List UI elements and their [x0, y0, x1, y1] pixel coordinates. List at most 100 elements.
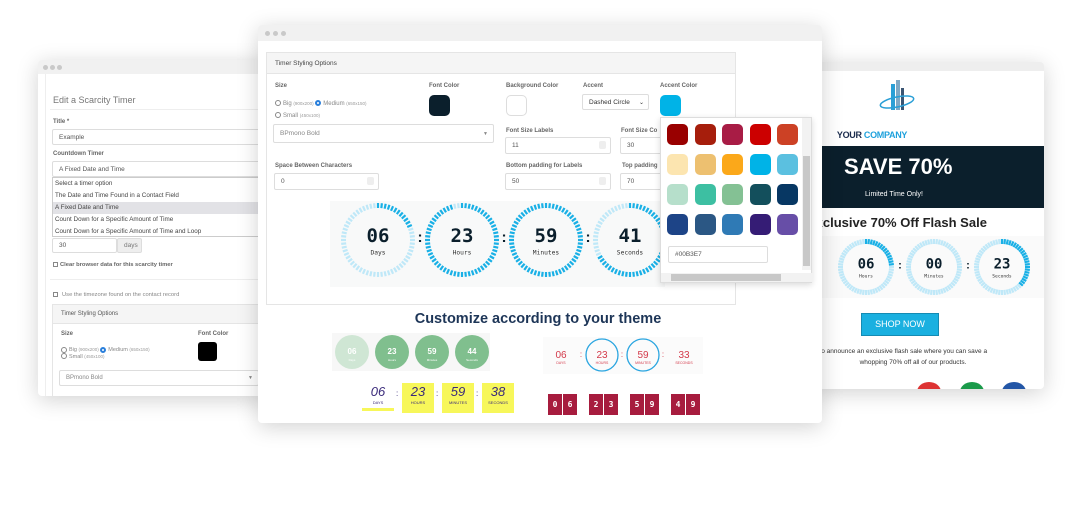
palette-swatch[interactable]: [749, 184, 771, 205]
countdown-label: Countdown Timer: [53, 151, 104, 157]
hex-input[interactable]: #00B3E7: [668, 246, 768, 263]
size-medium-radio[interactable]: [315, 100, 322, 107]
vertical-scrollbar[interactable]: [802, 118, 811, 270]
palette-swatch[interactable]: [777, 124, 798, 145]
ring-tick: [345, 220, 351, 225]
size-small-radio[interactable]: [61, 353, 67, 360]
ring-tick: [467, 271, 471, 277]
shop-now-button[interactable]: SHOP NOW: [861, 313, 939, 336]
palette-swatch[interactable]: [694, 184, 716, 205]
dropdown-option[interactable]: Select a timer option: [55, 180, 113, 187]
ring-tick: [566, 263, 572, 269]
ring-tick: [944, 286, 949, 292]
ring-tick: [948, 283, 954, 289]
palette-swatch[interactable]: [749, 154, 771, 175]
font-color-swatch[interactable]: [198, 342, 217, 361]
ring-tick: [342, 227, 348, 232]
countdown-select[interactable]: A Fixed Date and Time: [52, 161, 270, 177]
ring-tick: [1010, 240, 1015, 247]
ring-tick: [977, 252, 983, 257]
accent-color-swatch[interactable]: [660, 95, 681, 116]
dropdown-option[interactable]: Count Down for a Specific Amount of Time: [55, 216, 174, 223]
flip-digit: 6: [563, 394, 577, 415]
ring-tick: [940, 288, 944, 294]
colon-separator: :: [662, 350, 664, 359]
ring-tick: [942, 240, 947, 247]
ring-tick: [566, 211, 572, 217]
dropdown-option[interactable]: The Date and Time Found in a Contact Fie…: [55, 192, 179, 199]
ring-tick: [383, 271, 387, 277]
big-label: Big: [69, 347, 77, 354]
stepper-icon[interactable]: [599, 177, 606, 185]
palette-swatch[interactable]: [694, 124, 716, 145]
title-input[interactable]: Example: [52, 129, 270, 145]
palette-swatch[interactable]: [667, 154, 688, 175]
ring-tick: [492, 248, 498, 253]
ring-tick: [482, 263, 488, 269]
timer-label: Days: [370, 249, 385, 256]
ring-tick: [523, 265, 529, 271]
timer-value: 23: [410, 384, 426, 399]
ring-tick: [477, 207, 482, 213]
dropdown-option[interactable]: Count Down for a Specific Amount of Time…: [55, 228, 202, 235]
timer-value: 33: [678, 350, 690, 361]
palette-swatch[interactable]: [777, 154, 798, 175]
font-select[interactable]: BPmono Bold ▼: [273, 124, 494, 143]
ring-tick: [919, 242, 924, 248]
ring-tick: [883, 279, 890, 285]
ring-tick: [632, 271, 635, 277]
palette-swatch[interactable]: [749, 124, 771, 145]
stepper-icon[interactable]: [367, 177, 374, 185]
horizontal-scrollbar[interactable]: [661, 273, 813, 282]
palette-swatch[interactable]: [777, 184, 798, 205]
timer-label: Minutes: [427, 358, 438, 362]
space-input[interactable]: 0: [274, 173, 379, 190]
size-big-radio[interactable]: [61, 347, 67, 353]
palette-swatch[interactable]: [722, 184, 743, 205]
countdown-svg: 06 Hours: 00 Minutes: 23 Seconds: [838, 239, 1030, 295]
palette-swatch[interactable]: [667, 184, 688, 205]
size-medium-radio[interactable]: [100, 347, 107, 353]
size-big-radio[interactable]: [275, 100, 281, 107]
font-color-swatch[interactable]: [429, 95, 450, 116]
amount-input[interactable]: 30: [52, 238, 117, 253]
ring-tick: [515, 257, 521, 263]
ring-tick: [856, 288, 860, 294]
ring-tick: [594, 248, 600, 253]
size-small-radio[interactable]: [275, 112, 281, 119]
palette-swatch[interactable]: [694, 214, 716, 235]
palette-swatch[interactable]: [667, 124, 688, 145]
timer-value: 06: [370, 384, 386, 399]
ring-tick: [493, 231, 499, 235]
background-color-swatch[interactable]: [506, 95, 527, 116]
stepper-icon[interactable]: [599, 141, 606, 149]
timezone-checkbox[interactable]: Use the timezone found on the contact re…: [53, 292, 179, 298]
ring-tick: [955, 273, 961, 277]
accent-select[interactable]: Dashed Circle ⌄: [582, 94, 649, 110]
font-select[interactable]: BPmono Bold ▼: [59, 370, 259, 386]
palette-swatch[interactable]: [749, 214, 771, 235]
ring-tick: [409, 235, 415, 238]
ring-tick: [442, 267, 447, 273]
colon-separator: :: [621, 350, 623, 359]
dropdown-option[interactable]: A Fixed Date and Time: [53, 202, 270, 214]
font-size-labels-input[interactable]: 11: [505, 137, 611, 154]
palette-swatch[interactable]: [667, 214, 688, 235]
palette-swatch[interactable]: [722, 214, 743, 235]
ring-tick: [886, 254, 893, 259]
ring-tick: [563, 265, 569, 271]
ring-tick: [577, 231, 583, 235]
ring-tick: [954, 275, 961, 280]
palette-swatch[interactable]: [777, 214, 798, 235]
ring-tick: [848, 284, 854, 291]
timer-value: 23: [994, 256, 1011, 272]
ring-tick: [617, 270, 622, 276]
bottom-padding-input[interactable]: 50: [505, 173, 611, 190]
ring-tick: [349, 214, 355, 220]
ring-tick: [995, 289, 999, 295]
palette-swatch[interactable]: [722, 154, 743, 175]
ring-tick: [625, 271, 628, 277]
palette-swatch[interactable]: [694, 154, 716, 175]
clear-browser-checkbox[interactable]: Clear browser data for this scarcity tim…: [53, 262, 173, 268]
palette-swatch[interactable]: [722, 124, 743, 145]
